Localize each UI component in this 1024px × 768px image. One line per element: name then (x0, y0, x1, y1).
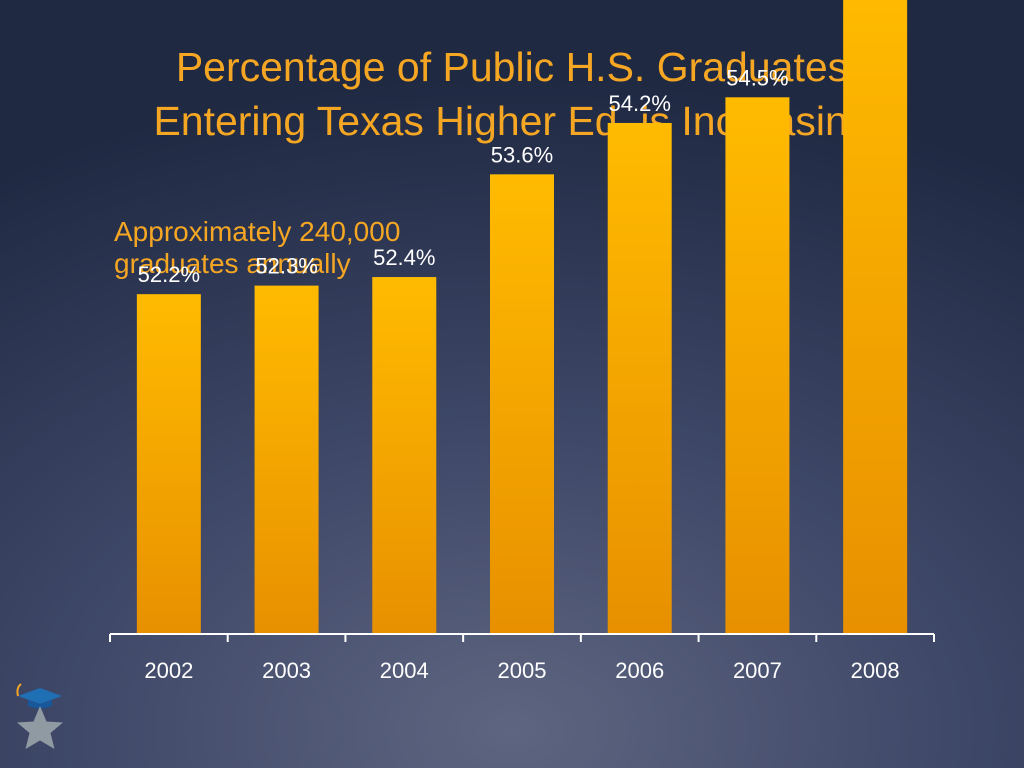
data-label-2003: 52.3% (255, 254, 317, 279)
bar-2004 (372, 277, 437, 634)
x-axis: 2002 2003 2004 2005 2006 2007 2008 (109, 633, 935, 683)
tick-label-2006: 2006 (615, 658, 664, 683)
data-label-2002: 52.2% (138, 262, 200, 287)
tick-label-2002: 2002 (144, 658, 193, 683)
tick-label-2003: 2003 (262, 658, 311, 683)
data-label-2007: 54.5% (726, 65, 788, 90)
graduation-cap-icon (16, 683, 62, 709)
tick-label-2007: 2007 (733, 658, 782, 683)
bar-2005 (490, 174, 554, 634)
tick-label-2004: 2004 (380, 658, 429, 683)
tick-label-2005: 2005 (498, 658, 547, 683)
bar-2006 (607, 122, 672, 634)
tick-label-2008: 2008 (851, 658, 900, 683)
bar-2008 (843, 0, 908, 635)
subtitle: Approximately 240,000 graduates annually (114, 216, 400, 280)
bar-2003 (254, 285, 319, 634)
logo (16, 683, 63, 749)
star-icon (17, 706, 63, 749)
bar-2007 (725, 97, 790, 634)
data-label-2006: 54.2% (609, 91, 671, 116)
title-line-1: Percentage of Public H.S. Graduates (175, 44, 849, 90)
subtitle-line-2: graduates annually (114, 248, 351, 279)
subtitle-line-1: Approximately 240,000 (114, 216, 401, 247)
data-label-2004: 52.4% (373, 245, 435, 270)
bar-2002 (136, 294, 201, 634)
data-label-2005: 53.6% (491, 142, 553, 167)
bars-group: 52.2%52.3%52.4%53.6%54.2%54.5%55.9% (136, 0, 908, 635)
